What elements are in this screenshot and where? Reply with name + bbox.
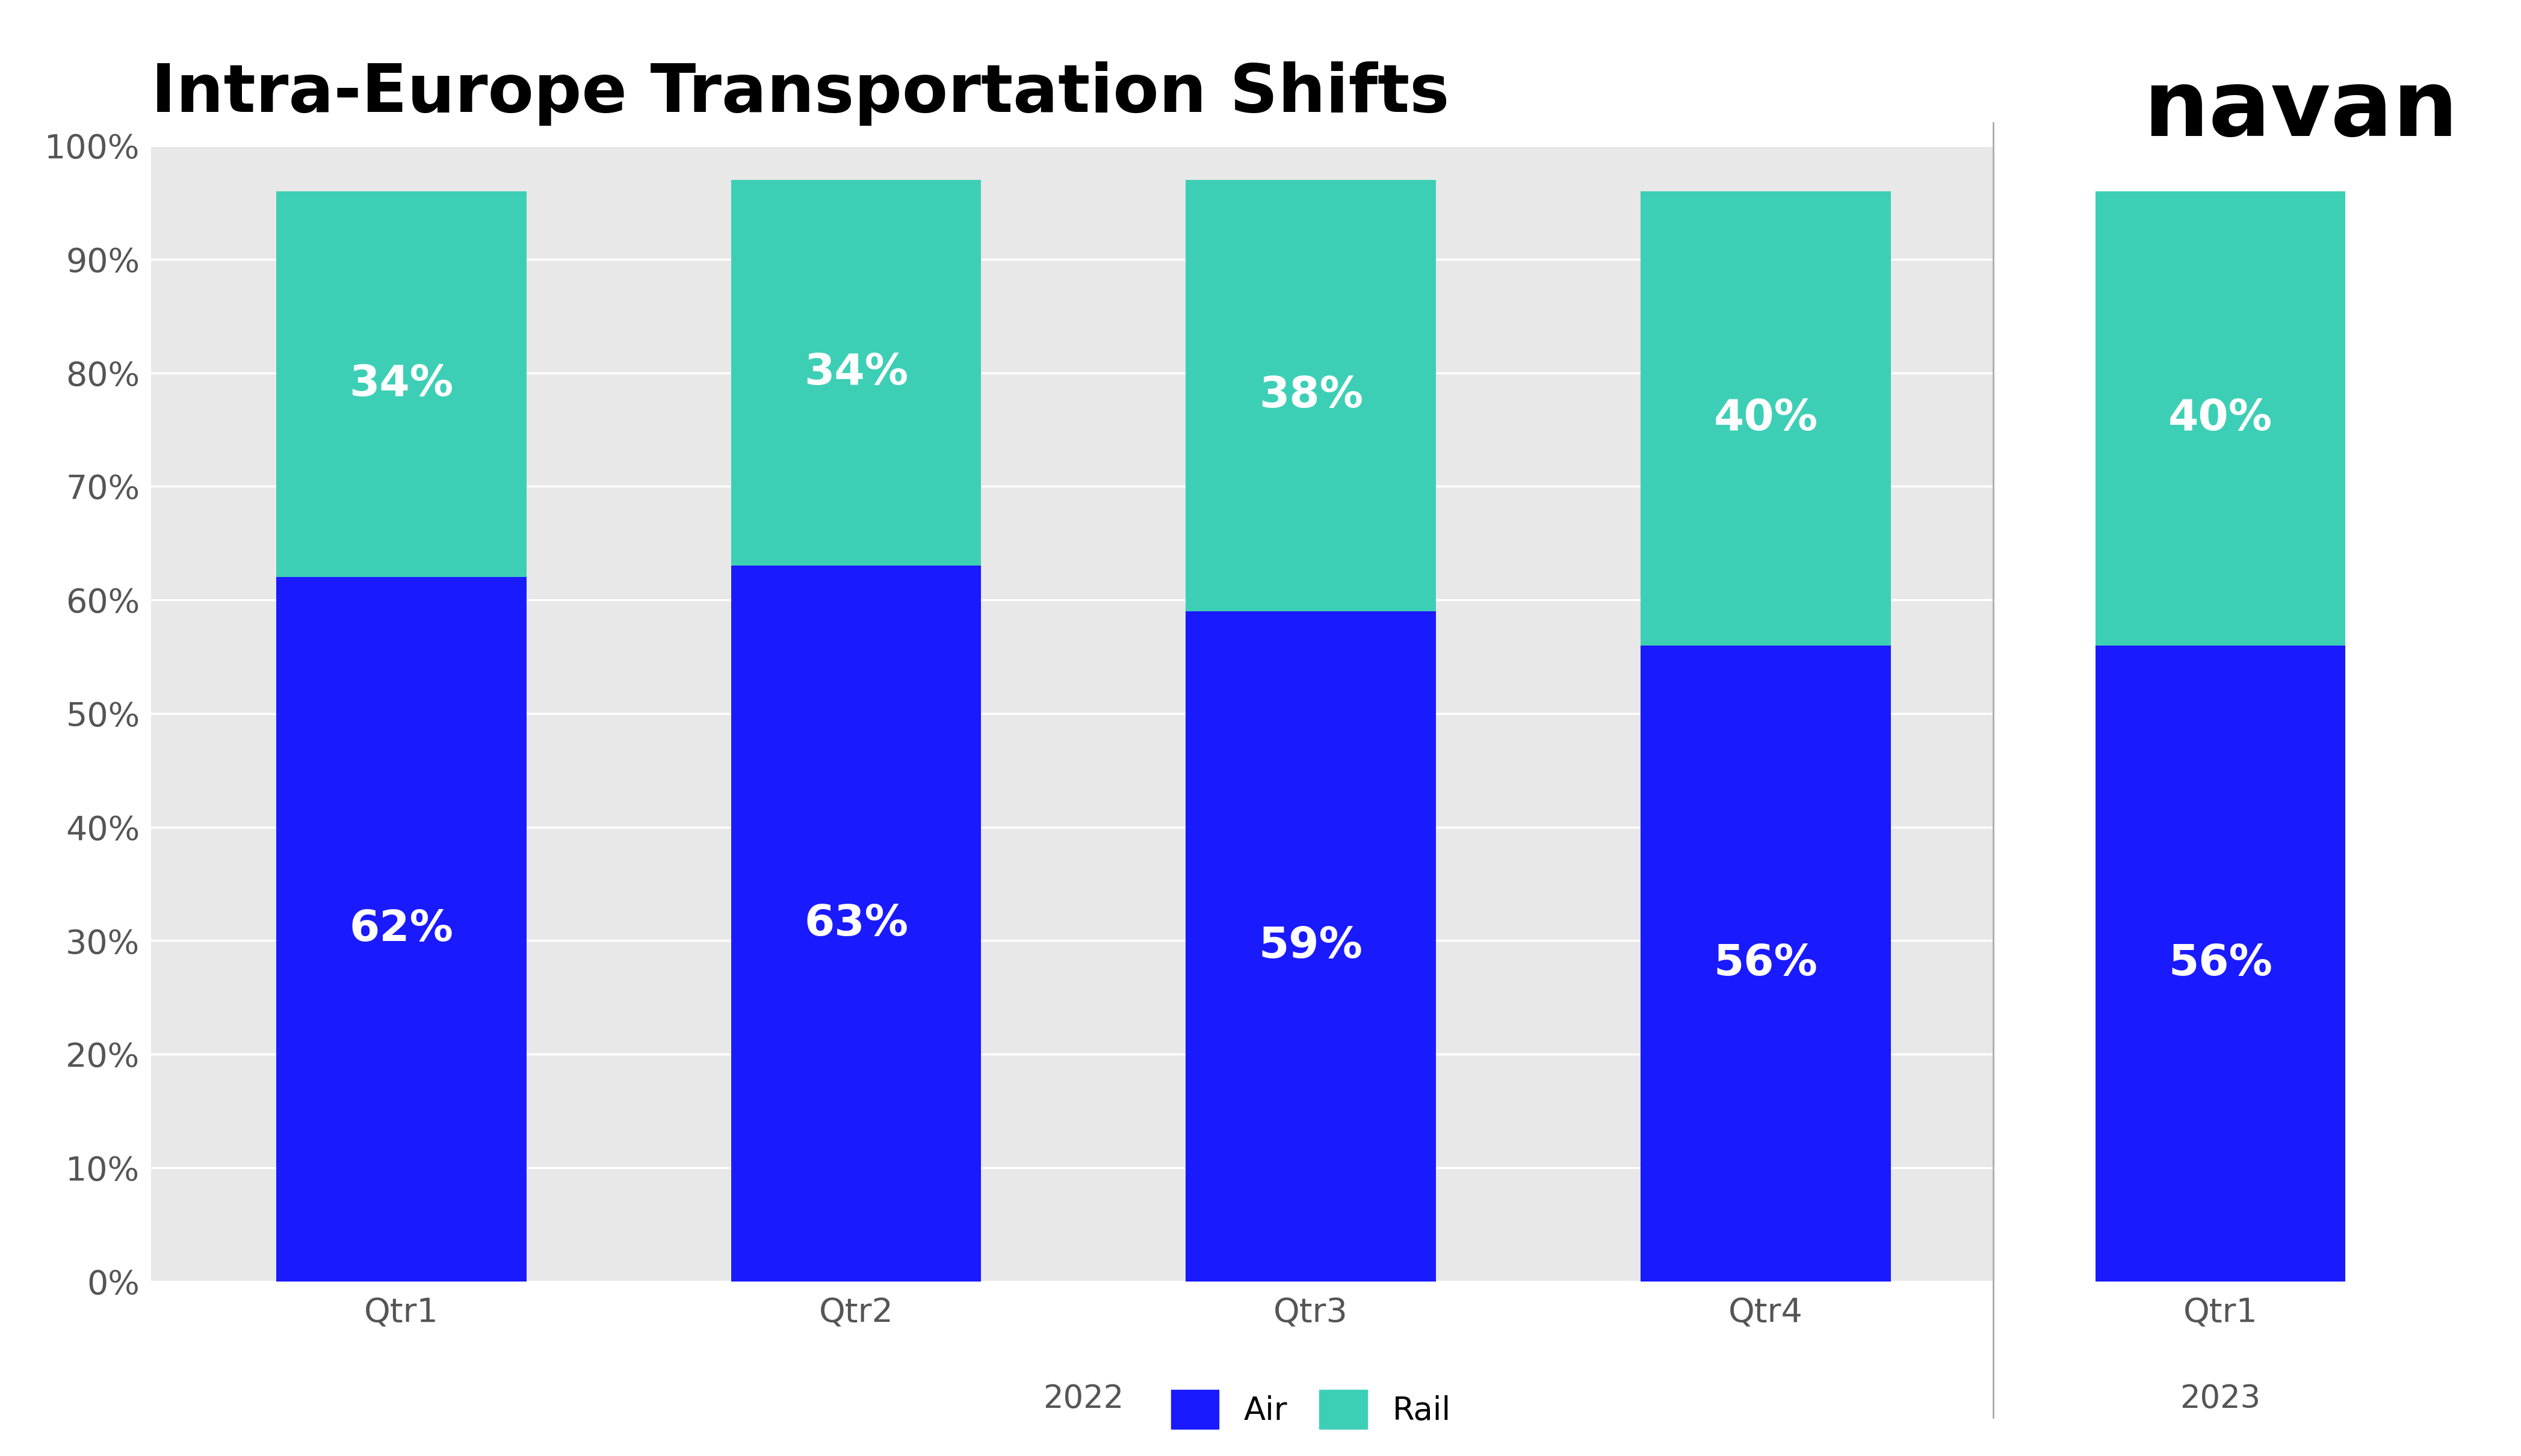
Bar — [2095, 191, 2345, 645]
Text: 34%: 34% — [804, 352, 908, 393]
Text: 56%: 56% — [2168, 942, 2271, 984]
Bar — [1994, 146, 2471, 1281]
Bar — [731, 566, 981, 1281]
Text: 40%: 40% — [1714, 397, 1818, 438]
Bar — [277, 577, 527, 1281]
Bar — [1641, 645, 1891, 1281]
Text: 34%: 34% — [350, 364, 454, 405]
Text: 2023: 2023 — [2181, 1383, 2261, 1415]
Bar — [1185, 612, 1437, 1281]
Bar — [1641, 191, 1891, 645]
Text: 2022: 2022 — [1044, 1383, 1124, 1415]
Legend: Air, Rail: Air, Rail — [1157, 1377, 1465, 1441]
Text: 59%: 59% — [1258, 926, 1364, 967]
Text: Intra-Europe Transportation Shifts: Intra-Europe Transportation Shifts — [151, 61, 1450, 127]
Text: 38%: 38% — [1258, 374, 1364, 416]
Bar — [731, 179, 981, 566]
Text: 62%: 62% — [350, 909, 454, 949]
Text: 63%: 63% — [804, 903, 908, 945]
Text: navan: navan — [2143, 66, 2458, 156]
Bar — [277, 191, 527, 577]
Bar — [2095, 645, 2345, 1281]
Text: 56%: 56% — [1714, 942, 1818, 984]
Bar — [1185, 179, 1437, 612]
Text: 40%: 40% — [2168, 397, 2271, 438]
